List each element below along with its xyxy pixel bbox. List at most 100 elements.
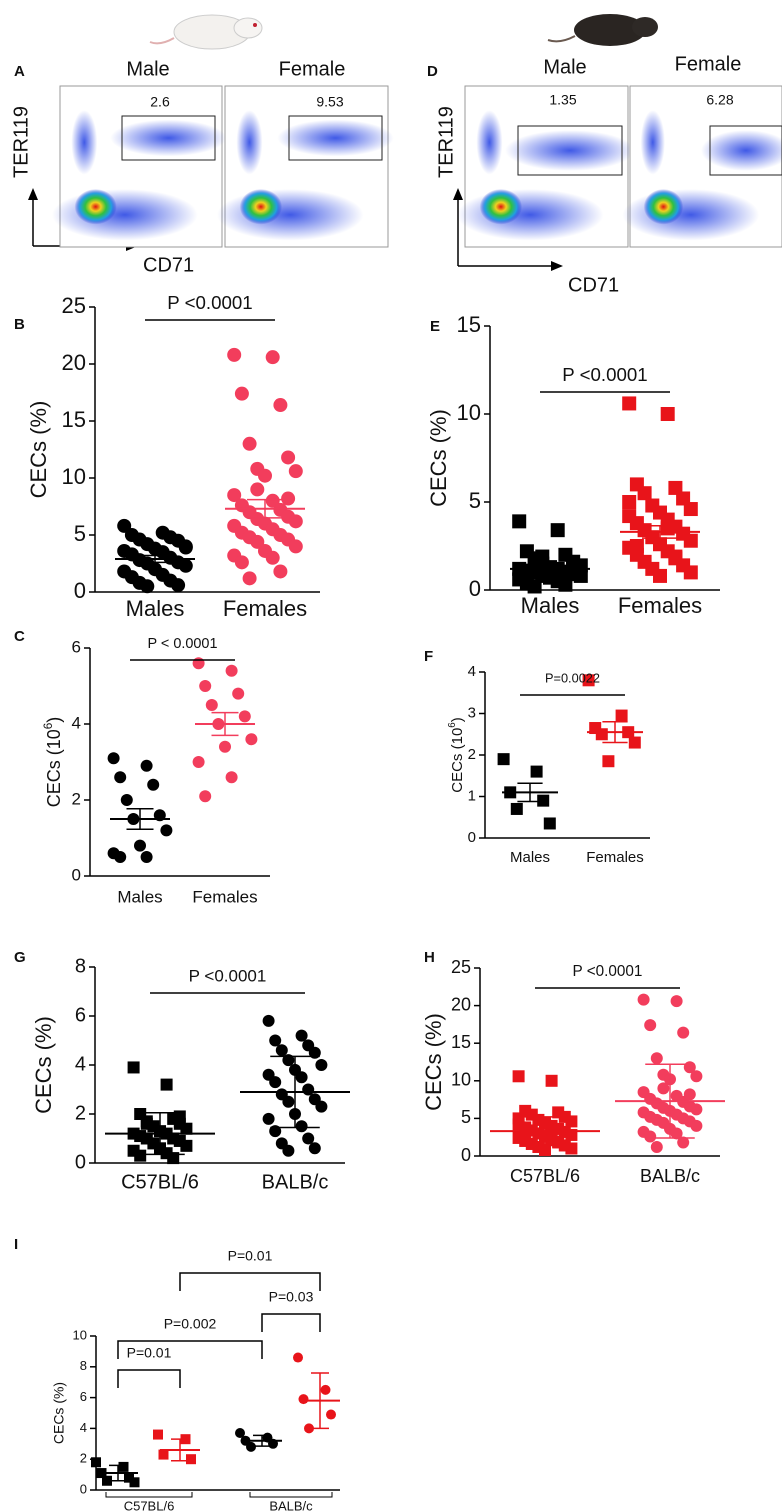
axis-label-part: CECs (10 (449, 728, 466, 793)
data-point (118, 1461, 129, 1472)
significance-bracket (261, 1313, 321, 1332)
data-point (565, 1115, 578, 1128)
event-core (479, 189, 523, 225)
p-value: P < 0.0001 (148, 636, 218, 652)
y-tick-label: 10 (73, 1327, 87, 1342)
panel-label: G (14, 949, 26, 966)
axis-label-part: 6 (42, 723, 55, 730)
axis-label: TER119 (10, 106, 32, 178)
data-point (668, 549, 683, 564)
data-point (552, 1135, 565, 1148)
data-point (545, 1074, 558, 1087)
event-cloud (456, 189, 604, 241)
plot-title: Female (675, 53, 742, 75)
arrow-head (28, 188, 38, 200)
event-cloud (110, 119, 227, 157)
data-point (320, 1384, 331, 1395)
p-value: P=0.03 (269, 1289, 314, 1305)
data-point (657, 1082, 670, 1095)
y-tick-label: 0 (468, 829, 476, 846)
data-point (234, 386, 249, 401)
gate-value: 1.35 (549, 92, 576, 108)
y-tick-label: 0 (461, 1145, 471, 1165)
data-point (582, 674, 595, 687)
p-value: P <0.0001 (562, 364, 647, 385)
event-core (643, 189, 684, 225)
data-point (199, 680, 212, 692)
data-point (510, 802, 523, 815)
data-point (677, 1026, 690, 1039)
y-tick-label: 10 (62, 464, 86, 489)
y-tick-label: 20 (451, 994, 471, 1014)
data-point (683, 502, 698, 517)
panel-label: I (14, 1236, 18, 1253)
data-point (644, 1019, 657, 1032)
y-tick-label: 0 (75, 1151, 86, 1173)
data-point (114, 771, 127, 784)
data-point (690, 1119, 703, 1132)
gate-value: 6.28 (706, 92, 733, 108)
data-point (660, 521, 675, 536)
y-tick-label: 0 (72, 865, 81, 884)
data-point (668, 480, 683, 495)
data-point (227, 347, 242, 362)
y-tick-label: 5 (461, 1107, 471, 1127)
event-cloud (236, 110, 263, 175)
event-cloud (71, 110, 98, 175)
data-point (250, 534, 265, 549)
black-mouse (547, 14, 658, 46)
y-tick-label: 8 (80, 1358, 87, 1373)
data-point (690, 1070, 703, 1083)
data-point (677, 1136, 690, 1149)
data-point (134, 839, 146, 852)
data-point (147, 778, 160, 791)
data-point (158, 1449, 169, 1460)
x-tick-label: C57BL/6 (124, 1498, 175, 1512)
y-tick-label: 1 (468, 787, 476, 804)
data-point (235, 1428, 245, 1439)
p-value: P <0.0001 (167, 292, 252, 313)
axis-label: CECs (%) (421, 1013, 446, 1111)
event-cloud (505, 130, 635, 171)
data-point (660, 407, 675, 421)
x-tick-label: Males (521, 593, 580, 618)
axis-label: CECs (%) (426, 409, 451, 507)
data-point (227, 488, 242, 503)
x-tick-label: Females (586, 849, 644, 866)
data-point (265, 550, 280, 565)
axis-label: CECs (%) (51, 1382, 67, 1444)
data-point (178, 558, 193, 573)
data-point (282, 1095, 295, 1108)
data-point (281, 450, 296, 465)
panel-label: F (424, 648, 433, 665)
data-point (225, 664, 238, 677)
axis-label-part: 6 (447, 722, 458, 727)
axis-label-part: ) (44, 717, 64, 723)
x-tick-label: Males (126, 596, 185, 621)
event-cloud (277, 119, 394, 157)
data-point (281, 491, 296, 506)
x-tick-label: C57BL/6 (121, 1171, 199, 1193)
x-tick-label: BALB/c (262, 1171, 329, 1193)
y-tick-label: 10 (457, 400, 481, 425)
gate (517, 125, 623, 176)
y-tick-label: 0 (469, 576, 481, 601)
data-point (637, 486, 652, 501)
data-point (192, 756, 205, 768)
data-point (519, 1131, 532, 1144)
significance-bracket (117, 1340, 263, 1359)
y-tick-label: 3 (468, 704, 476, 721)
data-point (117, 518, 132, 533)
data-point (670, 1127, 683, 1140)
data-point (225, 771, 238, 784)
data-point (275, 1044, 288, 1057)
event-core (239, 189, 283, 225)
panel-label: E (430, 318, 440, 335)
data-point (628, 736, 641, 749)
data-point (102, 1475, 112, 1486)
data-point (140, 759, 153, 772)
data-point (545, 1123, 558, 1136)
y-tick-label: 5 (74, 521, 86, 546)
